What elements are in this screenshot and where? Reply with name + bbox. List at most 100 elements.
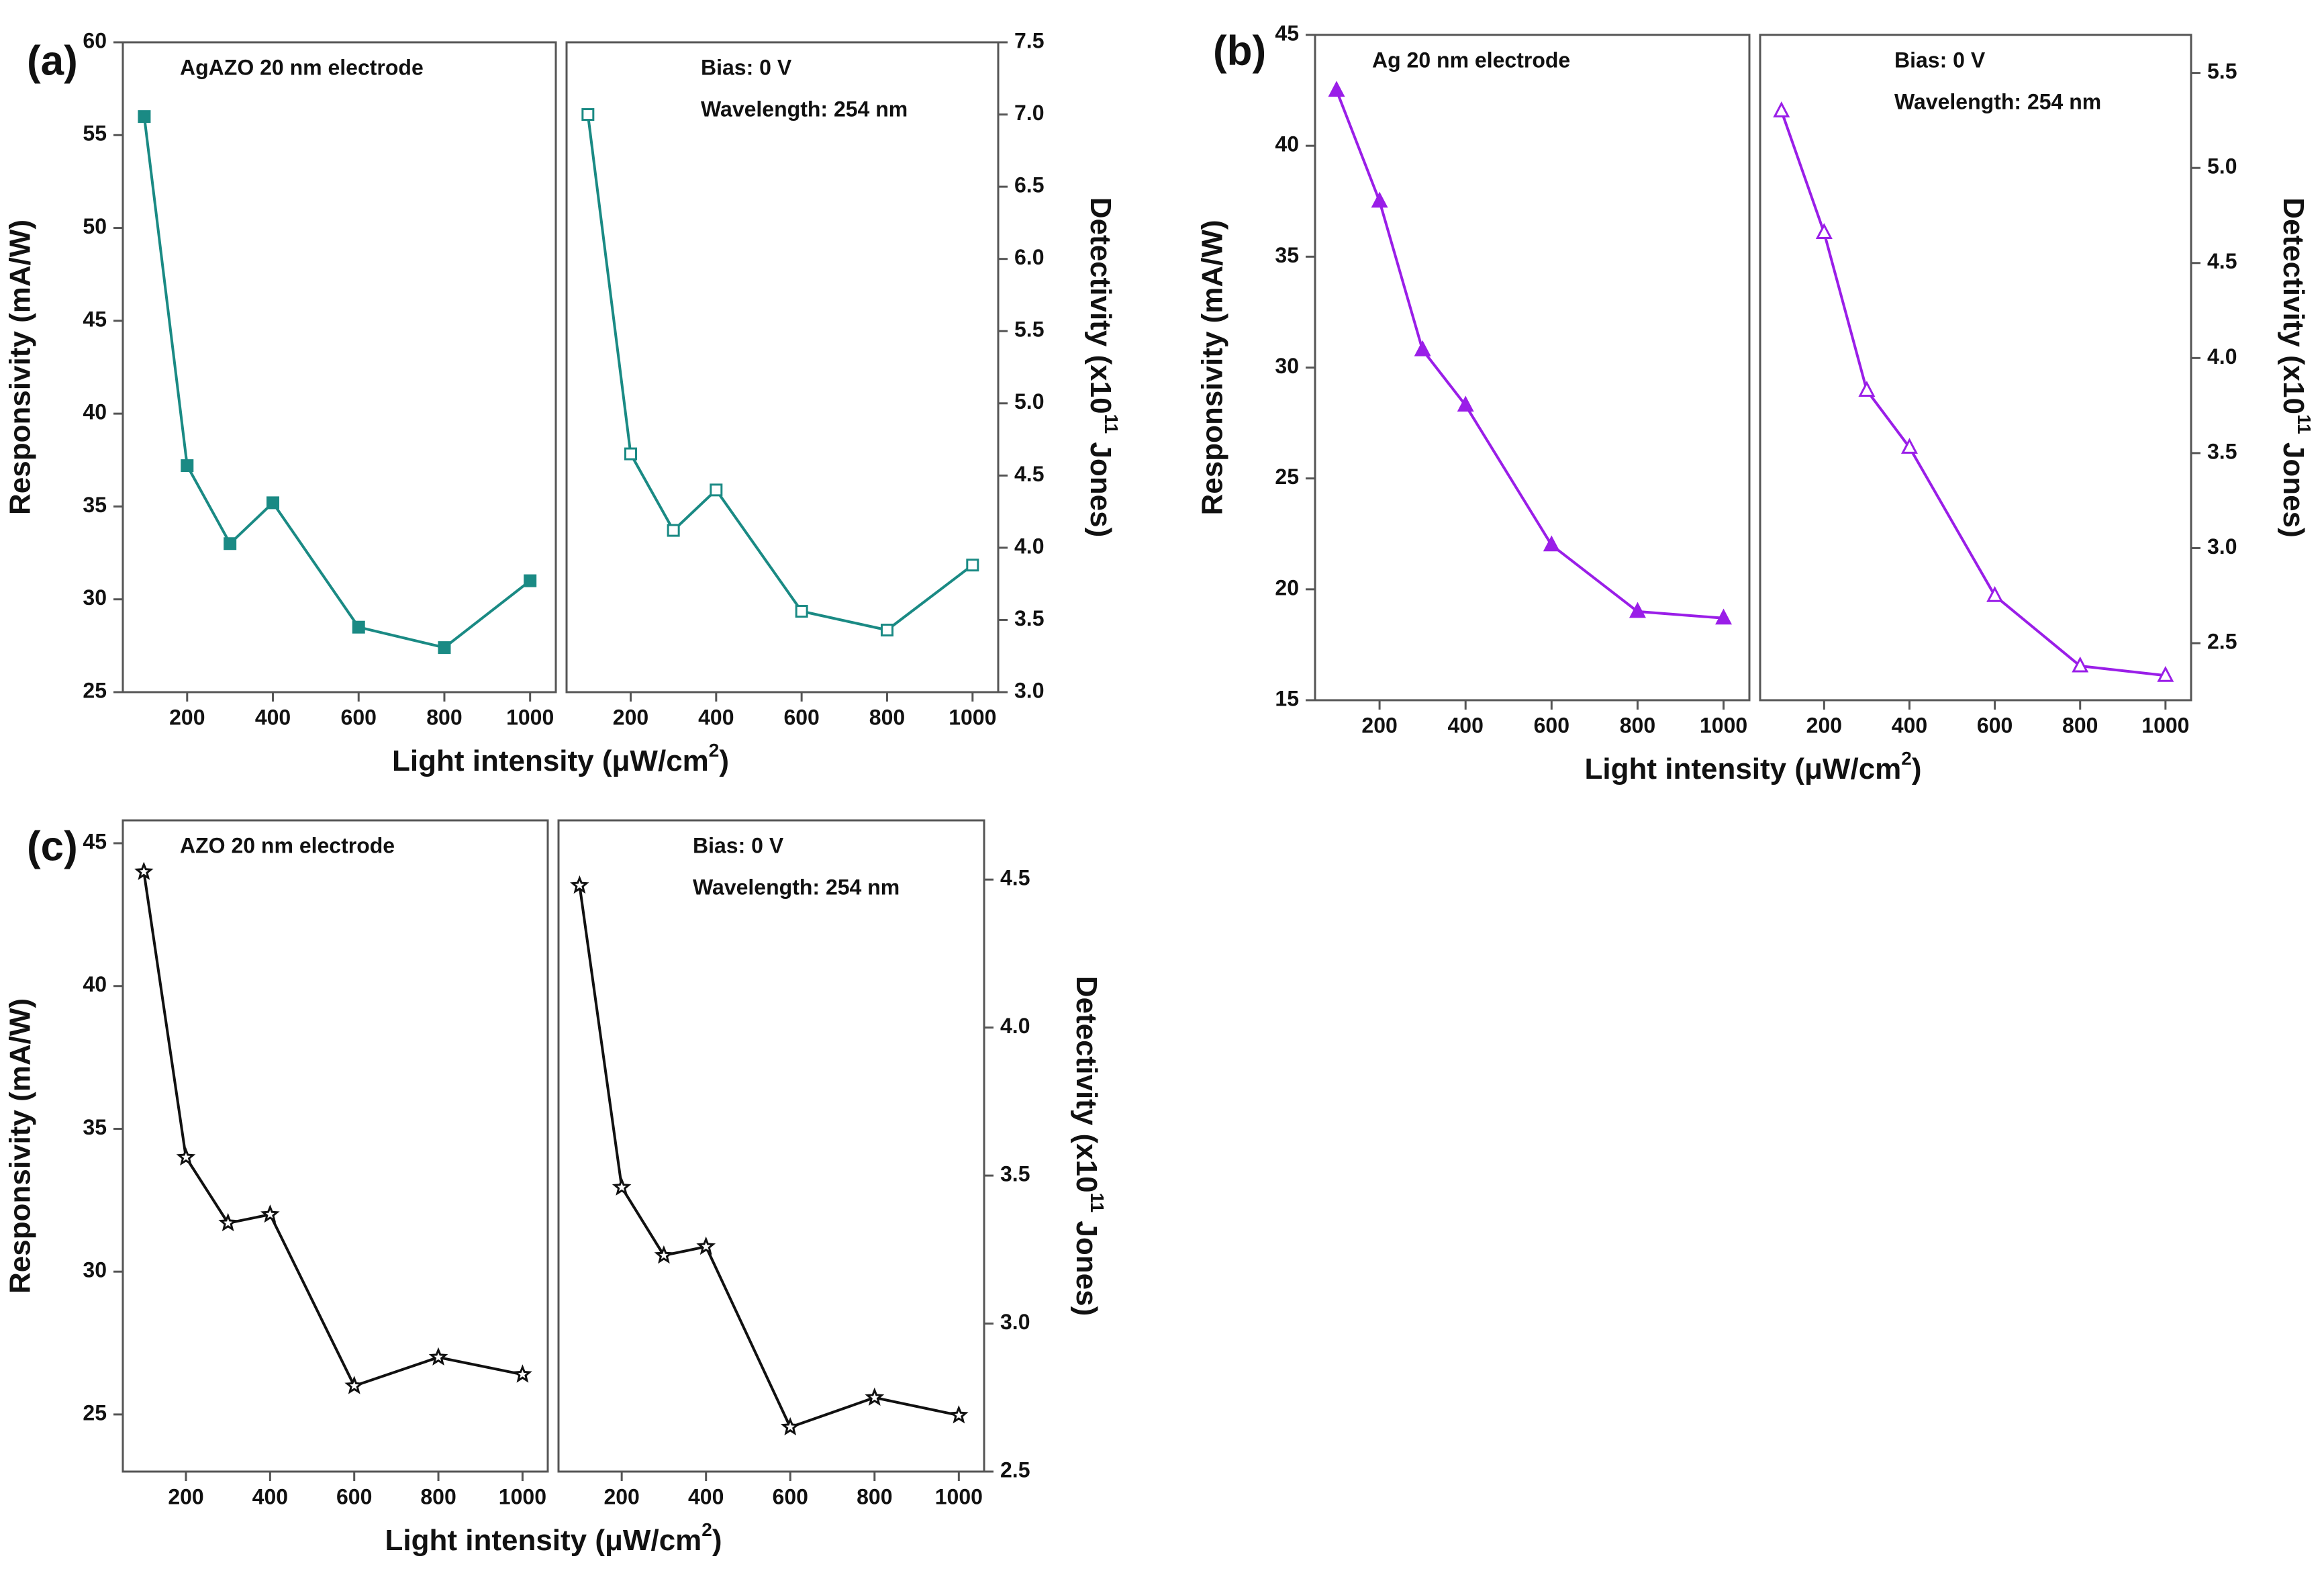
left-x-tick-label: 800 [426, 705, 462, 729]
panel-label: (c) [27, 823, 78, 869]
bias-annotation: Bias: 0 V [1894, 48, 1986, 72]
left-x-tick-label: 1000 [499, 1484, 546, 1508]
left-x-tick-label: 800 [1620, 713, 1655, 737]
left-x-tick-label: 200 [168, 1484, 203, 1508]
right-x-tick-label: 400 [1892, 713, 1927, 737]
y-tick-label: 40 [83, 400, 107, 424]
responsivity-point [260, 1204, 280, 1223]
y2-tick-label: 7.0 [1014, 101, 1044, 125]
y-tick-label: 40 [1275, 132, 1299, 156]
detectivity-point [1815, 223, 1833, 239]
y-tick-label: 30 [83, 585, 107, 610]
responsivity-point [134, 861, 154, 880]
y2-axis-label-end: Jones) [1084, 434, 1117, 537]
responsivity-point [512, 1364, 532, 1383]
detectivity-point [710, 483, 723, 497]
electrode-annotation: AZO 20 nm electrode [180, 833, 395, 857]
left-x-tick-label: 400 [1448, 713, 1484, 737]
left-x-tick-label: 1000 [1700, 713, 1747, 737]
y2-tick-label: 3.0 [2207, 534, 2237, 559]
x-axis-label-main: Light intensity (μW/cm [1584, 753, 1901, 785]
y-tick-label: 60 [83, 28, 107, 52]
y2-tick-label: 5.0 [2207, 154, 2237, 179]
detectivity-point [780, 1417, 800, 1436]
detectivity-point [696, 1236, 716, 1255]
detectivity-point [1773, 101, 1790, 117]
left-x-tick-label: 600 [341, 705, 377, 729]
y-tick-label: 35 [83, 493, 107, 517]
right-x-tick-label: 800 [2062, 713, 2098, 737]
y2-tick-label: 7.5 [1014, 28, 1044, 52]
right-x-tick-label: 1000 [949, 705, 996, 729]
detectivity-point [1986, 586, 2004, 602]
left-x-tick-label: 200 [169, 705, 205, 729]
right-x-tick-label: 200 [603, 1484, 639, 1508]
y2-tick-label: 5.5 [1014, 318, 1044, 342]
left-x-tick-label: 600 [336, 1484, 372, 1508]
detectivity-point [1900, 438, 1918, 454]
right-subplot-frame [1759, 34, 2192, 702]
panel-label: (b) [1213, 28, 1266, 74]
responsivity-point [218, 1212, 238, 1232]
detectivity-point [949, 1405, 969, 1424]
left-x-tick-label: 200 [1361, 713, 1397, 737]
detectivity-point [624, 447, 637, 461]
y2-tick-label: 4.0 [1000, 1014, 1030, 1038]
y2-tick-label: 3.0 [1000, 1310, 1030, 1334]
y2-axis-label-end: Jones) [1070, 1212, 1103, 1316]
wavelength-annotation: Wavelength: 254 nm [1894, 89, 2101, 113]
right-x-tick-label: 400 [698, 705, 734, 729]
y2-axis-label-superscript: 11 [2294, 414, 2315, 434]
y-axis-label: Responsivity (mA/W) [4, 998, 37, 1294]
wavelength-annotation: Wavelength: 254 nm [693, 875, 900, 899]
y2-tick-label: 4.0 [1014, 534, 1044, 558]
x-axis-label-superscript: 2 [1901, 748, 1912, 769]
detectivity-point [795, 605, 808, 618]
x-axis-label: Light intensity (μW/cm2) [392, 740, 729, 777]
y-tick-label: 30 [1275, 354, 1299, 378]
x-axis-label: Light intensity (μW/cm2) [1584, 748, 1921, 785]
y2-axis-label: Detectivity (x1011 Jones) [2277, 197, 2314, 537]
y2-tick-label: 5.0 [1014, 389, 1044, 414]
y2-axis-label-main: Detectivity (x10 [1084, 197, 1117, 414]
y2-tick-label: 6.0 [1014, 245, 1044, 269]
detectivity-point [581, 108, 595, 122]
y-axis-label: Responsivity (mA/W) [1196, 220, 1229, 515]
y-tick-label: 25 [83, 1400, 107, 1425]
responsivity-point [438, 641, 451, 655]
x-axis-label-end: ) [712, 1524, 722, 1557]
responsivity-point [267, 496, 280, 510]
y2-axis-label-main: Detectivity (x10 [1070, 976, 1103, 1193]
y-tick-label: 45 [83, 829, 107, 853]
y2-tick-label: 4.0 [2207, 344, 2237, 369]
panel-b: 15 20 25 30 35 40 45 2.5 3.0 3.5 4.0 4.5 5.0 5.5 200 20… [1196, 21, 2315, 785]
detectivity-point [667, 524, 680, 537]
responsivity-point [181, 459, 194, 473]
responsivity-point [138, 110, 151, 124]
detectivity-point [880, 624, 893, 637]
detectivity-point [865, 1387, 885, 1406]
y-tick-label: 25 [1275, 465, 1299, 489]
x-axis-label-main: Light intensity (μW/cm [392, 745, 709, 777]
y2-axis-label: Detectivity (x1011 Jones) [1084, 197, 1121, 537]
y2-axis-label-main: Detectivity (x10 [2277, 197, 2310, 414]
y2-tick-label: 5.5 [2207, 59, 2237, 83]
x-axis-label-main: Light intensity (μW/cm [385, 1524, 701, 1557]
y2-tick-label: 2.5 [2207, 630, 2237, 654]
right-x-tick-label: 800 [869, 705, 905, 729]
y2-axis-label-end: Jones) [2277, 434, 2310, 538]
y-tick-label: 45 [83, 307, 107, 331]
responsivity-point [428, 1347, 448, 1366]
x-axis-label-end: ) [1912, 753, 1922, 785]
detectivity-point [1858, 381, 1876, 397]
y-tick-label: 50 [83, 214, 107, 238]
x-axis-label-superscript: 2 [701, 1519, 712, 1540]
right-subplot-frame [557, 819, 985, 1473]
x-axis-label: Light intensity (μW/cm2) [385, 1519, 722, 1556]
y-tick-label: 55 [83, 122, 107, 146]
y2-tick-label: 3.5 [2207, 439, 2237, 463]
responsivity-point [1629, 602, 1646, 618]
y2-tick-label: 3.0 [1014, 678, 1044, 702]
